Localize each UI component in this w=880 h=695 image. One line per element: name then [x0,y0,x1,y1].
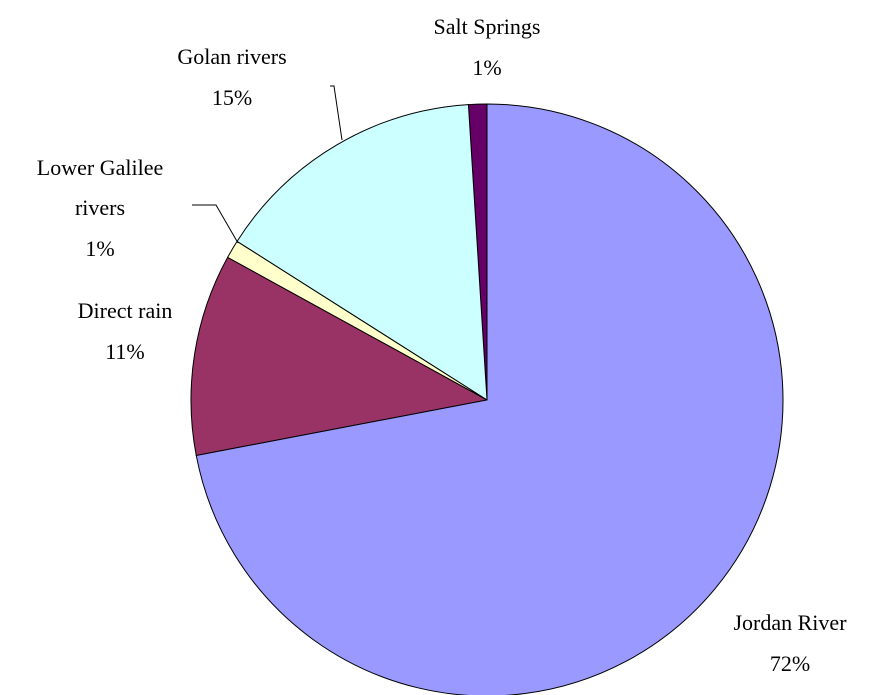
pie-slice [195,103,784,695]
slice-name: Golan rivers [177,44,287,69]
slice-name: Direct rain [77,298,173,323]
slice-label: Lower Galilee rivers 1% [15,148,185,270]
pie-slice [236,104,488,401]
slice-label: Jordan River 72% [715,603,865,685]
slice-name: Salt Springs [433,14,541,39]
slice-value: 11% [105,339,145,364]
leader-line [192,204,239,244]
leader-line [330,85,343,141]
slice-value: 72% [769,651,811,676]
slice-name: Jordan River [733,610,847,635]
slice-label: Golan rivers 15% [157,37,307,119]
slice-value: 1% [472,55,502,80]
slice-name: Lower Galilee rivers [36,155,164,220]
slice-label: Salt Springs 1% [412,7,562,89]
pie-slice [190,256,489,457]
slice-value: 1% [85,236,115,261]
slice-value: 15% [211,85,253,110]
slice-label: Direct rain 11% [50,291,200,373]
